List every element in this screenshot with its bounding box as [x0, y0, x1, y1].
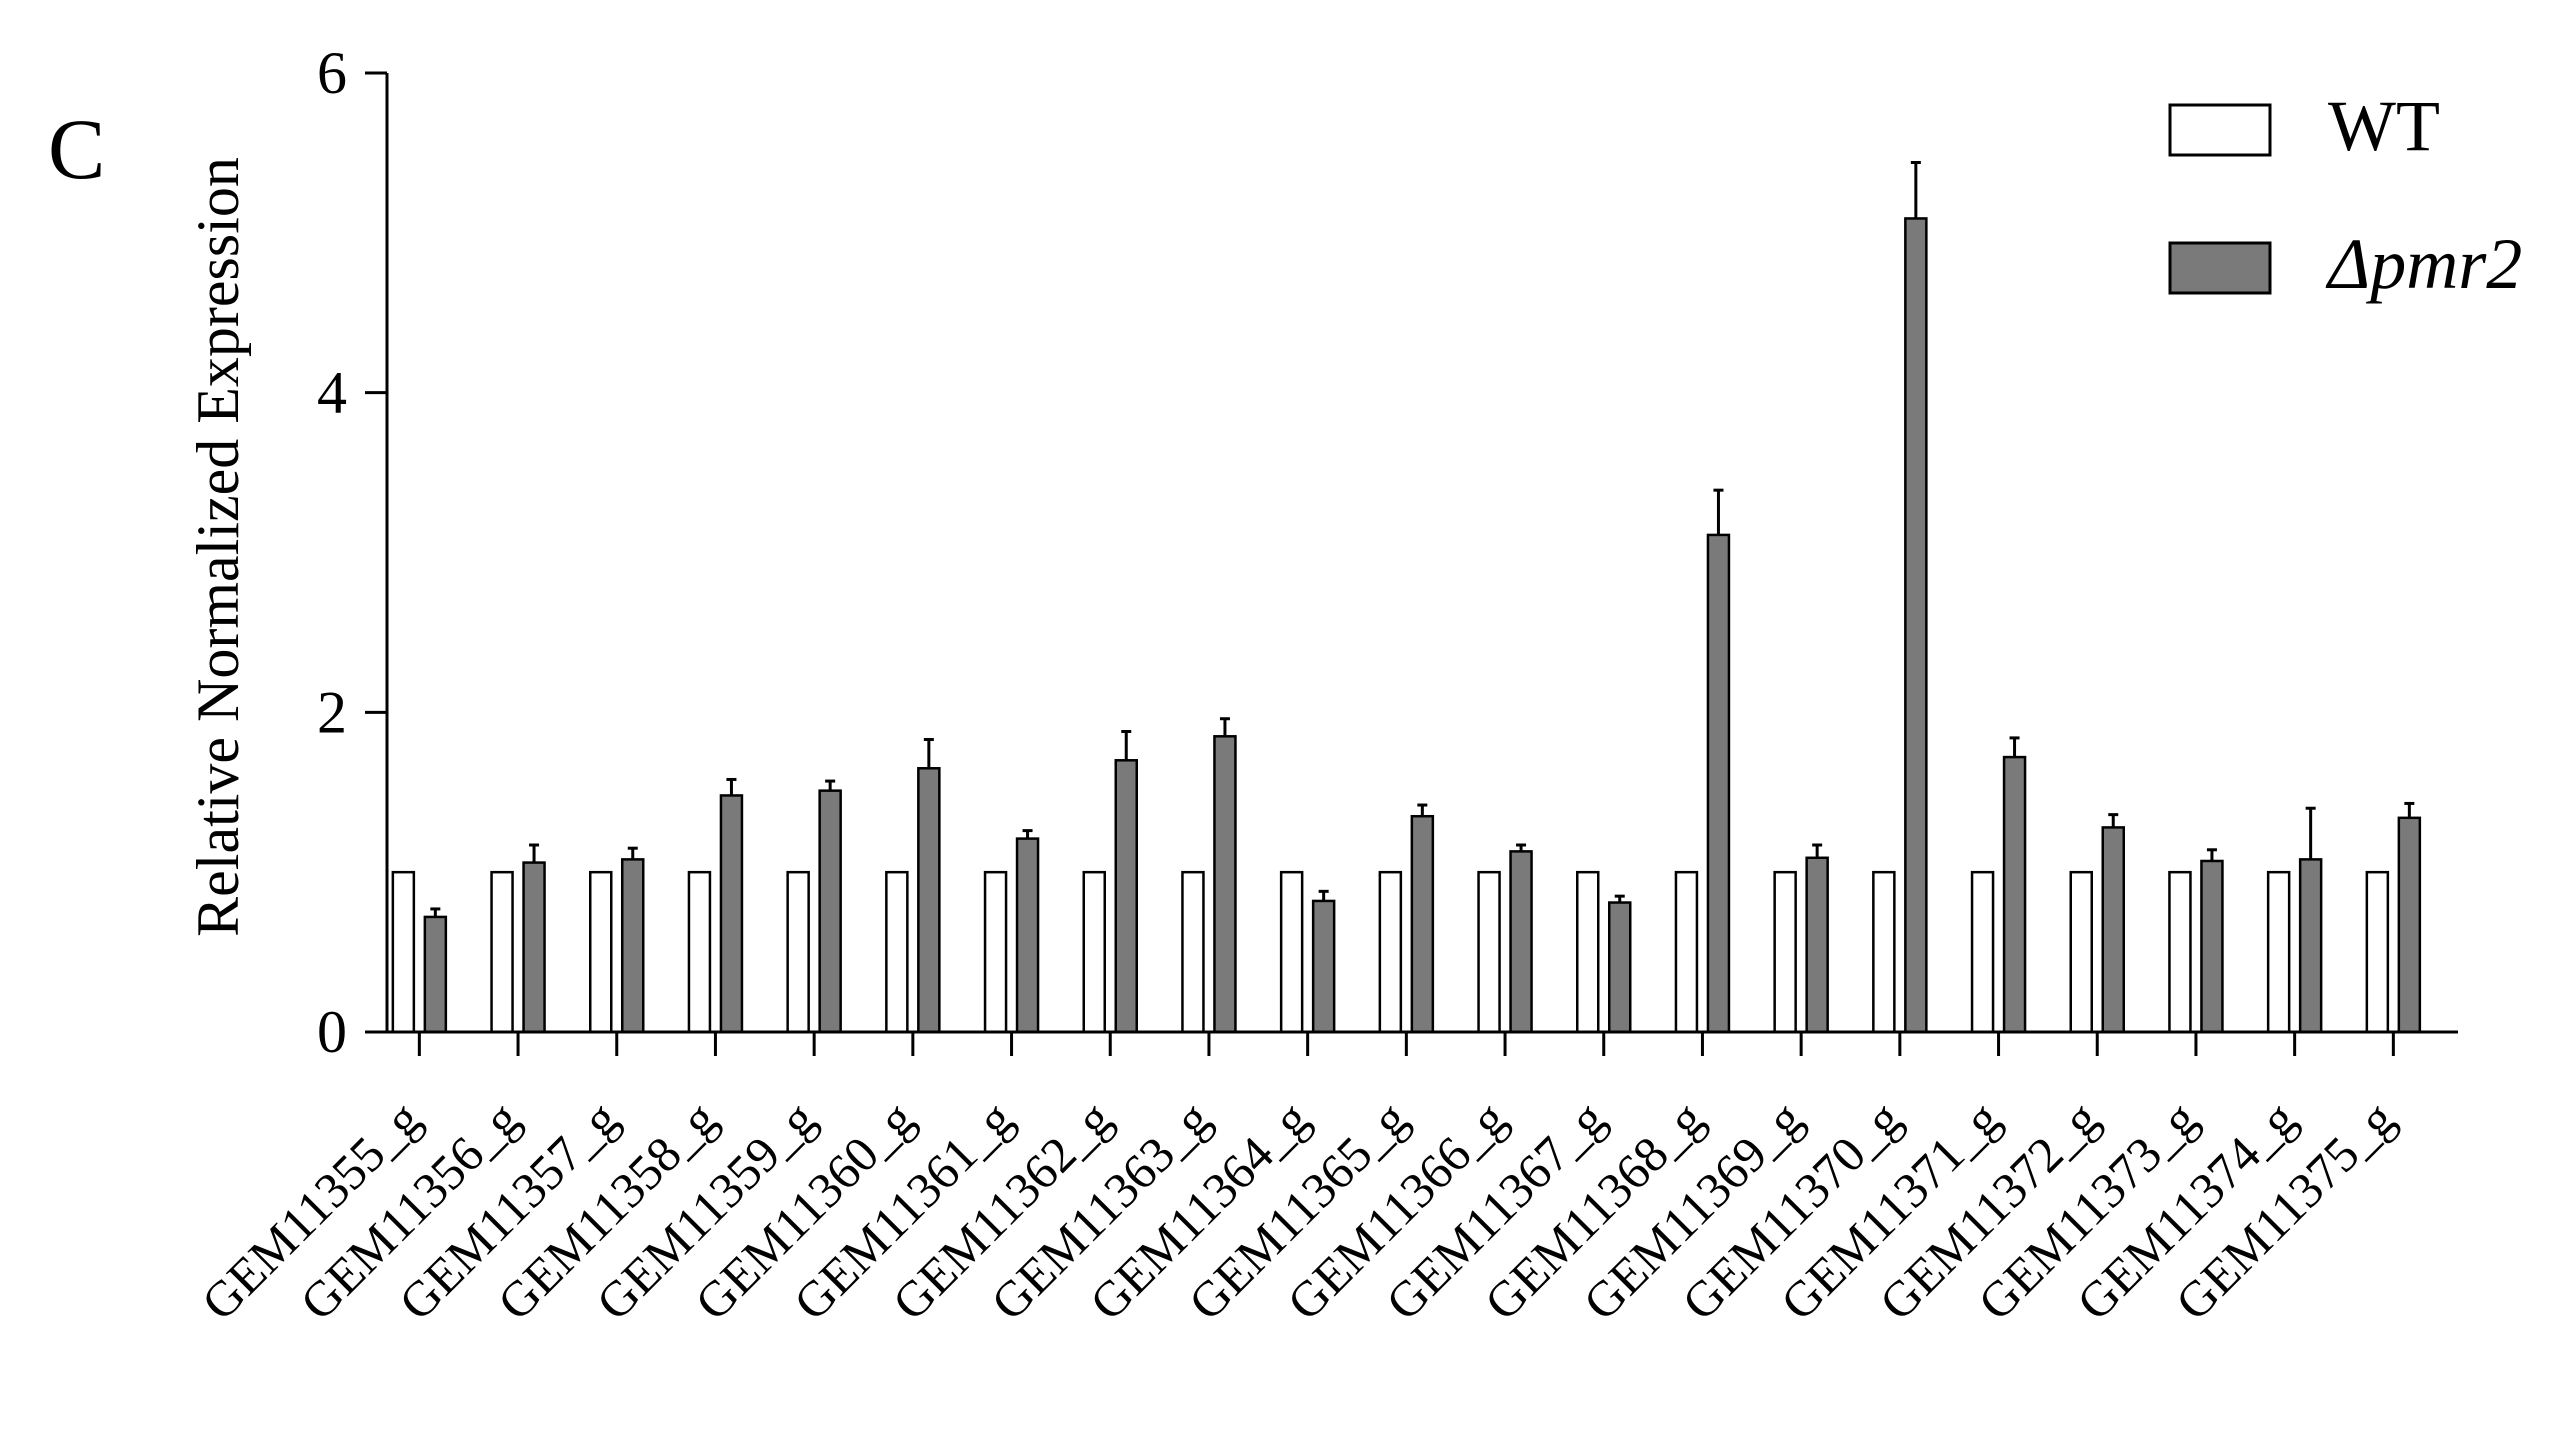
legend-label-wt: WT: [2328, 86, 2440, 166]
bar-pmr2-GEM11373_g: [2200, 859, 2224, 1034]
bar-wt-GEM11370_g: [1872, 870, 1896, 1034]
bar-pmr2-GEM11361_g: [1015, 837, 1040, 1034]
legend-label-pmr2: Δpmr2: [2325, 224, 2522, 304]
bar-pmr2-GEM11359_g: [818, 789, 842, 1034]
bar-wt-GEM11372_g: [2069, 870, 2093, 1034]
bar-pmr2-GEM11365_g: [1410, 814, 1435, 1034]
bar-wt-GEM11363_g: [1181, 870, 1205, 1034]
y-axis-ticks: 0 2 4 6: [317, 40, 387, 1065]
bar-pmr2-GEM11357_g: [621, 858, 645, 1034]
bar-wt-GEM11373_g: [2168, 870, 2192, 1034]
bar-wt-GEM11375_g: [2365, 870, 2390, 1034]
bar-pmr2-GEM11374_g: [2298, 858, 2323, 1034]
bar-pmr2-GEM11367_g: [1608, 901, 1632, 1034]
bar-pmr2-GEM11358_g: [719, 794, 744, 1034]
bar-pmr2-GEM11369_g: [1805, 856, 1829, 1034]
bar-wt-GEM11361_g: [983, 870, 1008, 1034]
bar-pmr2-GEM11371_g: [2002, 755, 2027, 1034]
bar-wt-GEM11357_g: [589, 870, 613, 1034]
y-tick-label: 4: [317, 360, 347, 426]
bar-wt-GEM11355_g: [391, 870, 416, 1034]
bar-wt-GEM11371_g: [1970, 870, 1995, 1034]
bars: [391, 217, 2422, 1034]
y-axis-label: Relative Normalized Expression: [185, 157, 251, 937]
y-tick-label: 0: [317, 999, 347, 1065]
bar-wt-GEM11374_g: [2266, 870, 2291, 1034]
bar-pmr2-GEM11375_g: [2397, 816, 2422, 1034]
bar-wt-GEM11362_g: [1082, 870, 1106, 1034]
legend-swatch-wt: [2168, 103, 2272, 157]
x-axis-ticks: GEM11355_gGEM11356_gGEM11357_gGEM11358_g…: [191, 1032, 2405, 1331]
bar-pmr2-GEM11363_g: [1213, 735, 1237, 1034]
bar-wt-GEM11366_g: [1477, 870, 1501, 1034]
bar-wt-GEM11360_g: [885, 870, 909, 1034]
y-tick-label: 6: [317, 40, 347, 106]
panel-label: C: [48, 101, 105, 197]
bar-wt-GEM11365_g: [1378, 870, 1403, 1034]
bar-pmr2-GEM11362_g: [1114, 759, 1138, 1034]
bar-wt-GEM11359_g: [786, 870, 810, 1034]
bar-wt-GEM11369_g: [1773, 870, 1797, 1034]
bar-pmr2-GEM11356_g: [522, 861, 546, 1034]
bar-pmr2-GEM11355_g: [423, 915, 448, 1034]
bar-pmr2-GEM11366_g: [1509, 850, 1533, 1034]
bar-wt-GEM11368_g: [1674, 870, 1699, 1034]
bar-pmr2-GEM11360_g: [917, 767, 941, 1034]
legend: WT Δpmr2: [2168, 86, 2522, 304]
bar-pmr2-GEM11370_g: [1904, 217, 1928, 1034]
error-bars: [430, 161, 2415, 917]
bar-pmr2-GEM11372_g: [2101, 826, 2125, 1034]
bar-pmr2-GEM11368_g: [1706, 533, 1731, 1034]
bar-wt-GEM11358_g: [687, 870, 712, 1034]
bar-wt-GEM11367_g: [1576, 870, 1600, 1034]
bar-pmr2-GEM11364_g: [1311, 899, 1336, 1034]
legend-swatch-pmr2: [2168, 241, 2272, 295]
bar-wt-GEM11356_g: [490, 870, 514, 1034]
y-tick-label: 2: [317, 679, 347, 745]
bar-wt-GEM11364_g: [1279, 870, 1304, 1034]
